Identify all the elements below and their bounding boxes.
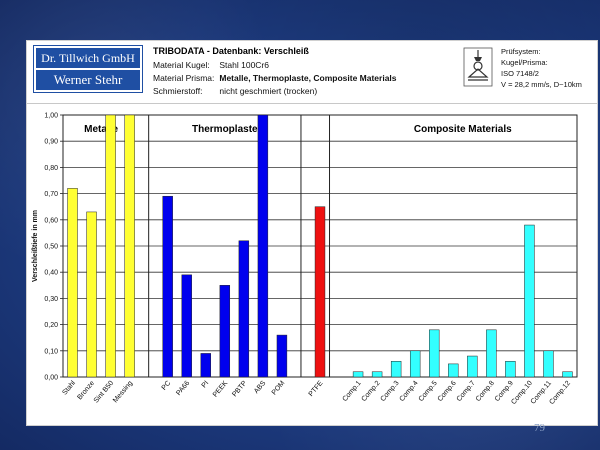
bar (524, 224, 535, 378)
bar (105, 114, 116, 378)
prism-material-value: Metalle, Thermoplaste, Composite Materia… (219, 73, 397, 83)
bar (467, 355, 478, 378)
page-number: 79 (534, 422, 545, 434)
company-name-line2: Werner Stehr (36, 70, 140, 90)
y-tick-label: 0,70 (44, 191, 58, 198)
company-name-line1: Dr. Tillwich GmbH (36, 48, 140, 68)
bar (257, 114, 269, 378)
y-tick-label: 0,30 (44, 296, 58, 303)
company-logo: Dr. Tillwich GmbH Werner Stehr (33, 45, 143, 93)
bar (276, 334, 288, 378)
bar (429, 329, 440, 378)
x-tick-label: Comp.8 (475, 380, 496, 403)
bar (162, 195, 173, 378)
bar (352, 371, 364, 378)
x-tick-label: Messing (112, 380, 134, 405)
bar (562, 371, 573, 378)
bar (181, 274, 192, 378)
x-tick-label: PI (201, 380, 211, 390)
lubricant-value: nicht geschmiert (trocken) (219, 86, 318, 96)
y-axis-label: Verschleißtiefe in mm (32, 210, 39, 282)
chart-panel: Dr. Tillwich GmbH Werner Stehr TRIBODATA… (26, 40, 598, 426)
test-conditions: V = 28,2 mm/s, D~10km (501, 80, 582, 89)
x-tick-label: POM (271, 380, 287, 397)
bar (124, 114, 135, 378)
y-tick-label: 0,00 (44, 375, 58, 382)
bar (200, 353, 211, 378)
bar (67, 188, 78, 378)
x-tick-label: Comp.7 (456, 380, 477, 403)
x-tick-label: Comp.6 (437, 380, 458, 403)
wear-depth-bar-chart: 0,00 0,10 0,20 0,30 0,40 0,50 0,60 0,70 0,80 0,90… (32, 113, 578, 406)
bar (86, 211, 97, 378)
ball-on-prism-test-icon (463, 47, 493, 87)
y-tick-label: 0,10 (44, 348, 58, 355)
x-tick-label: PTFE (308, 380, 325, 398)
group-label: Metalle (84, 124, 118, 135)
bar (390, 361, 402, 378)
y-tick-label: 0,20 (44, 322, 58, 329)
ball-material-label: Material Kugel: (153, 60, 210, 70)
y-tick-label: 0,60 (44, 217, 58, 224)
x-tick-label: Comp.3 (380, 380, 401, 403)
group-label: Thermoplaste (192, 124, 258, 135)
lubricant-row: Schmierstoff: nicht geschmiert (trocken) (153, 86, 317, 96)
prism-material-label: Material Prisma: (153, 73, 215, 83)
bar (314, 206, 326, 378)
y-tick-label: 1,00 (44, 113, 58, 120)
x-tick-label: Comp.1 (341, 380, 362, 403)
y-tick-label: 0,90 (44, 139, 58, 146)
ball-material-row: Material Kugel: Stahl 100Cr6 (153, 60, 269, 70)
y-tick-label: 0,40 (44, 270, 58, 277)
bar (448, 363, 459, 378)
bar (486, 329, 497, 378)
database-title: TRIBODATA - Datenbank: Verschleiß (153, 46, 309, 56)
x-tick-label: PBTP (231, 380, 248, 399)
x-tick-label: Stahl (61, 379, 77, 396)
x-tick-label: Comp.4 (399, 380, 420, 403)
x-tick-label: Comp.2 (361, 380, 382, 403)
prism-material-row: Material Prisma: Metalle, Thermoplaste, … (153, 73, 397, 83)
bar (219, 285, 231, 378)
y-tick-label: 0,80 (44, 165, 58, 172)
test-system-label: Prüfsystem: (501, 47, 541, 56)
group-label: Composite Materials (414, 124, 512, 135)
bar (409, 350, 421, 378)
bar (371, 371, 383, 378)
ball-material-value: Stahl 100Cr6 (219, 60, 269, 70)
x-tick-label: PEEK (212, 380, 230, 399)
bar (505, 361, 516, 378)
x-tick-label: PA66 (175, 380, 191, 397)
y-tick-label: 0,50 (44, 244, 58, 251)
test-system-type: Kugel/Prisma: (501, 58, 548, 67)
lubricant-label: Schmierstoff: (153, 86, 203, 96)
x-tick-label: Comp.5 (418, 380, 439, 403)
x-tick-label: PC (161, 380, 173, 392)
x-tick-label: ABS (253, 380, 268, 395)
bar (543, 350, 554, 378)
bar (238, 240, 250, 378)
chart-header: Dr. Tillwich GmbH Werner Stehr TRIBODATA… (27, 41, 597, 104)
test-standard: ISO 7148/2 (501, 69, 539, 78)
